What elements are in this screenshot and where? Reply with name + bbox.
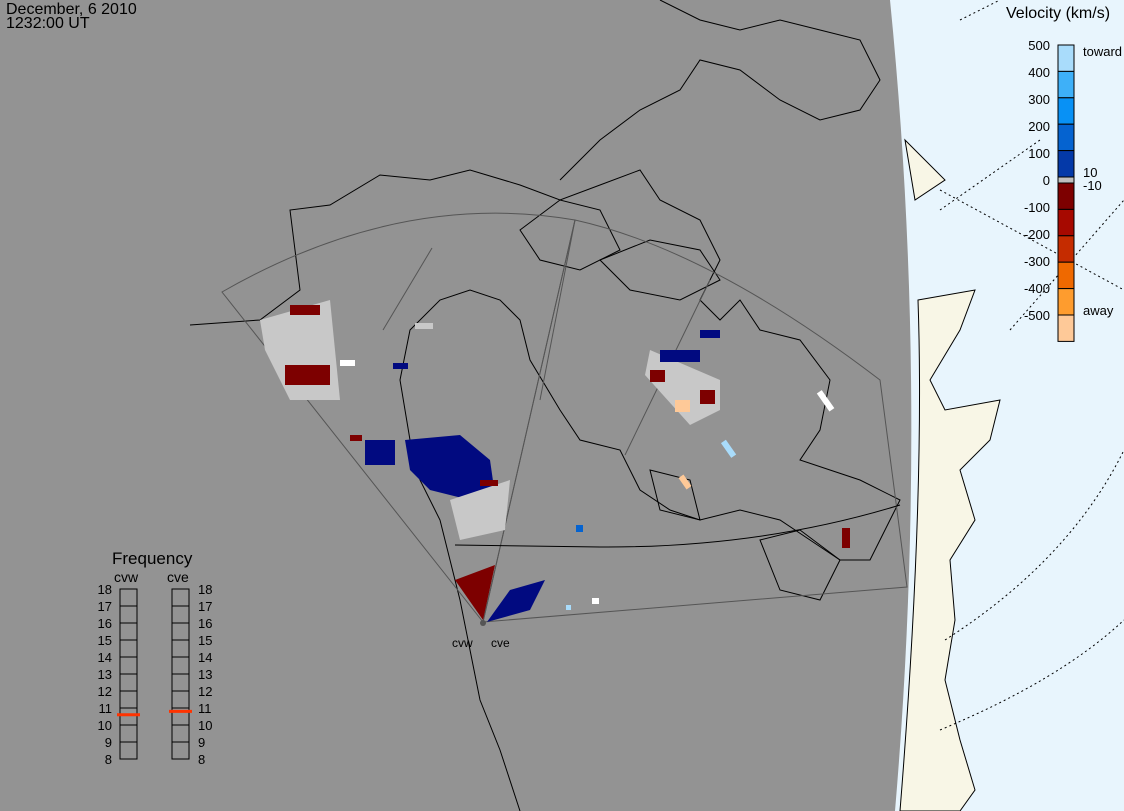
frequency-tick: 13 — [198, 667, 213, 682]
radar-label-cve: cve — [491, 636, 510, 650]
frequency-tick: 17 — [97, 599, 112, 614]
colorbar-tick: 0 — [1042, 173, 1050, 188]
radar-label-cvw: cvw — [452, 636, 473, 650]
frequency-tick: 13 — [97, 667, 112, 682]
toward-label: toward — [1083, 44, 1123, 59]
frequency-tick: 8 — [198, 752, 206, 767]
frequency-tick: 14 — [97, 650, 112, 665]
colorbar-tick: 500 — [1028, 38, 1050, 53]
frequency-tick: 12 — [198, 684, 213, 699]
frequency-tick: 18 — [198, 582, 213, 597]
away-label: away — [1083, 303, 1114, 318]
colorbar-segment — [1057, 70, 1075, 99]
colorbar-segment — [1057, 176, 1075, 184]
colorbar-segment — [1057, 150, 1075, 178]
frequency-gauges — [117, 588, 192, 760]
colorbar-tick: -500 — [1023, 308, 1050, 323]
frequency-tick: 15 — [97, 633, 112, 648]
gs-lower-label: -10 — [1083, 178, 1102, 193]
frequency-tick: 14 — [198, 650, 213, 665]
echo-cells — [260, 300, 850, 626]
colorbar-tick: -400 — [1023, 281, 1050, 296]
colorbar-tick: -200 — [1023, 227, 1050, 242]
colorbar-tick: 100 — [1028, 146, 1050, 161]
radar-fans — [221, 212, 908, 623]
colorbar-segment — [1057, 182, 1075, 210]
daylight-land — [899, 138, 1001, 811]
frequency-title: Frequency — [112, 549, 193, 568]
frequency-tick: 10 — [198, 718, 213, 733]
frequency-tick: 9 — [104, 735, 112, 750]
colorbar-tick: 200 — [1028, 119, 1050, 134]
colorbar-segment — [1057, 208, 1075, 237]
gs-upper-label: 10 — [1083, 165, 1098, 180]
colorbar-tick: 400 — [1028, 65, 1050, 80]
colorbar-tick: 300 — [1028, 92, 1050, 107]
time-label: 1232:00 UT — [6, 15, 90, 32]
frequency-tick: 10 — [97, 718, 112, 733]
frequency-tick: 11 — [198, 701, 212, 716]
frequency-tick: 8 — [104, 752, 112, 767]
colorbar-segment — [1057, 97, 1075, 125]
colorbar-segment — [1057, 314, 1075, 342]
frequency-tick: 9 — [198, 735, 206, 750]
frequency-tick: 16 — [97, 616, 112, 631]
colorbar-segment — [1057, 261, 1075, 290]
date-label: December, 6 2010 — [6, 1, 137, 18]
colorbar-tick: -100 — [1023, 200, 1050, 215]
gauge-label-cvw: cvw — [114, 569, 139, 585]
colorbar-title: Velocity (km/s) — [1006, 5, 1111, 22]
coastlines — [189, 0, 901, 811]
colorbar-tick: -300 — [1023, 254, 1050, 269]
frequency-tick: 12 — [97, 684, 112, 699]
frequency-tick: 16 — [198, 616, 213, 631]
velocity-colorbar — [1057, 44, 1075, 342]
frequency-tick: 15 — [198, 633, 213, 648]
colorbar-segment — [1057, 288, 1075, 316]
frequency-tick: 17 — [198, 599, 213, 614]
gauge-label-cve: cve — [167, 569, 189, 585]
frequency-tick: 11 — [98, 701, 113, 716]
colorbar-segment — [1057, 44, 1075, 72]
colorbar-segment — [1057, 123, 1075, 152]
colorbar-segment — [1057, 235, 1075, 263]
frequency-tick: 18 — [97, 582, 112, 597]
